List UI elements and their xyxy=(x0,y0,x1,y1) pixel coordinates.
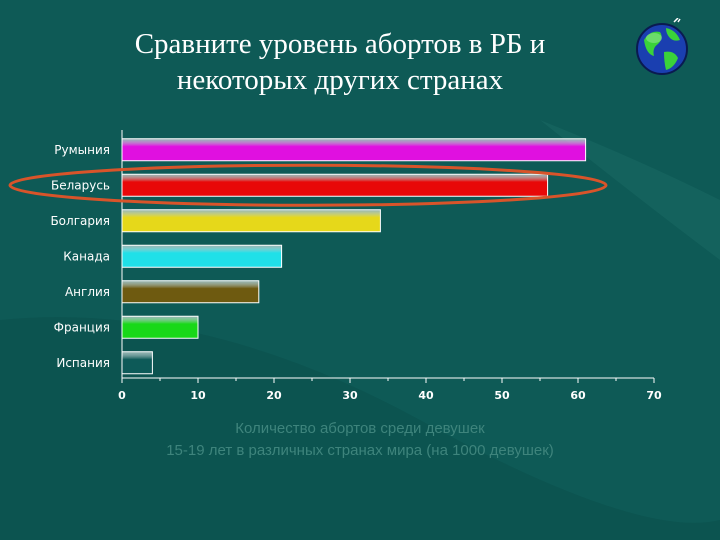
caption-line-1: Количество абортов среди девушек xyxy=(235,420,485,437)
slide-title: Сравните уровень абортов в РБ и некоторы… xyxy=(60,26,620,98)
x-tick-labels: 0 10 20 30 40 50 60 70 xyxy=(118,389,662,402)
x-tick-label: 40 xyxy=(418,389,434,402)
category-label: Болгария xyxy=(50,214,110,228)
category-label: Румыния xyxy=(54,143,110,157)
x-tick-label: 30 xyxy=(342,389,358,402)
category-label: Франция xyxy=(54,320,110,334)
category-label: Канада xyxy=(63,249,110,263)
category-label: Беларусь xyxy=(51,178,110,192)
x-tick-label: 70 xyxy=(646,389,662,402)
bar-4 xyxy=(121,280,260,304)
title-line-1: Сравните уровень абортов в РБ и xyxy=(134,28,546,60)
title-line-2: некоторых других странах xyxy=(176,64,504,96)
x-tick-label: 60 xyxy=(570,389,586,402)
bar-0 xyxy=(121,138,587,162)
bars-group xyxy=(121,138,587,375)
x-tick-label: 10 xyxy=(190,389,206,402)
caption-line-2: 15-19 лет в различных странах мира (на 1… xyxy=(166,442,554,459)
bar-3 xyxy=(121,244,283,268)
x-tick-label: 0 xyxy=(118,389,126,402)
x-axis xyxy=(121,130,655,383)
x-tick-label: 50 xyxy=(494,389,510,402)
globe-icon xyxy=(636,18,688,75)
bar-5 xyxy=(121,315,199,339)
category-label: Англия xyxy=(65,285,110,299)
category-labels: Румыния Беларусь Болгария Канада Англия Франц… xyxy=(50,143,110,370)
category-label: Испания xyxy=(56,356,110,370)
bar-6 xyxy=(121,351,153,375)
highlight-ellipse xyxy=(8,163,608,207)
bar-2 xyxy=(121,209,381,233)
chart-caption: Количество абортов среди девушек 15-19 л… xyxy=(60,418,660,462)
bar-1 xyxy=(121,173,549,197)
x-tick-label: 20 xyxy=(266,389,282,402)
